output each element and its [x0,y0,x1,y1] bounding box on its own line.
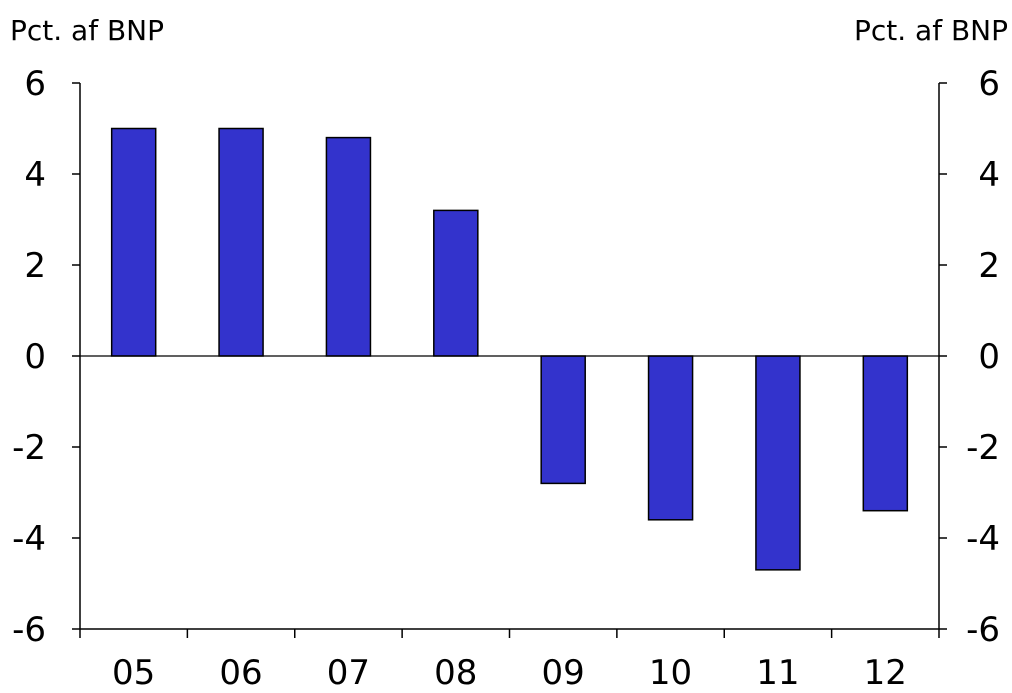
bar-10 [647,355,694,521]
y-tick-label-left: -2 [12,428,46,468]
y-tick-label-right: 6 [978,64,1000,104]
bar-08 [433,209,479,357]
y-ticks-right: 6 4 2 0 -2 -4 -6 [939,64,1000,650]
y-tick-label-left: -6 [12,610,46,650]
y-tick-label-left: 6 [24,64,46,104]
bar-06 [218,127,264,357]
x-tick-label: 07 [327,653,370,693]
y-axis-label-left: Pct. af BNP [10,14,164,47]
bar-11 [755,355,801,571]
y-tick-label-right: 4 [978,155,1000,195]
bars [110,127,909,571]
y-tick-label-left: 4 [24,155,46,195]
x-tick-label: 12 [864,653,907,693]
bar-05 [110,127,157,357]
y-tick-label-right: -2 [966,428,1000,468]
x-tick-label: 08 [434,653,477,693]
y-tick-label-left: 2 [24,246,46,286]
y-tick-label-left: -4 [12,519,46,559]
x-tick-label: 05 [112,653,155,693]
bar-07 [325,136,372,357]
x-tick-label: 10 [649,653,692,693]
y-ticks-left: 6 4 2 0 -2 -4 -6 [12,64,80,650]
y-tick-label-right: 2 [978,246,1000,286]
x-tick-label: 09 [542,653,585,693]
y-tick-label-left: 0 [24,337,46,377]
y-tick-label-right: -4 [966,519,1000,559]
y-tick-label-right: 0 [978,337,1000,377]
x-tick-label: 06 [219,653,262,693]
y-tick-label-right: -6 [966,610,1000,650]
x-tick-label: 11 [756,653,799,693]
x-ticks: 05 06 07 08 09 10 11 12 [79,629,940,693]
y-axis-label-right: Pct. af BNP [854,14,1008,47]
bar-09 [540,355,586,485]
bar-12 [862,355,909,512]
